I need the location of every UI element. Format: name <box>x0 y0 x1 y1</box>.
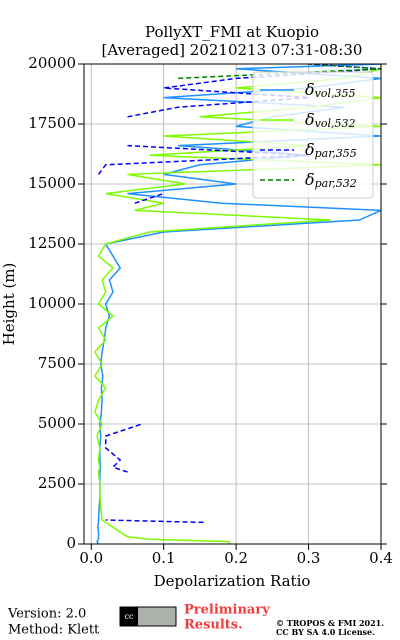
cc-badge: cc <box>119 606 177 627</box>
plot-frame <box>83 63 382 545</box>
method: Method: Klett <box>8 623 100 638</box>
x-tick-label: 0.1 <box>152 549 176 567</box>
legend-label: δpar,532 <box>305 170 357 191</box>
y-tick-label: 12500 <box>28 234 76 252</box>
x-tick-label: 0.0 <box>79 549 103 567</box>
x-axis-label: Depolarization Ratio <box>154 572 311 590</box>
legend-label: δvol,355 <box>305 80 356 101</box>
x-tick-label: 0.2 <box>224 549 248 567</box>
legend-label: δpar,355 <box>305 140 357 161</box>
y-tick-label: 15000 <box>28 174 76 192</box>
y-tick-label: 20000 <box>28 54 76 72</box>
legend-box <box>252 71 374 199</box>
copyright: © TROPOS & FMI 2021. <box>276 618 384 628</box>
preliminary: Preliminary <box>184 603 270 618</box>
license: CC BY SA 4.0 License. <box>276 627 375 637</box>
svg-text:cc: cc <box>125 612 134 621</box>
y-tick-label: 0 <box>66 534 76 552</box>
version: Version: 2.0 <box>7 607 86 622</box>
y-tick-label: 2500 <box>38 474 76 492</box>
y-tick-label: 7500 <box>38 354 76 372</box>
x-tick-label: 0.3 <box>297 549 321 567</box>
profile-line <box>97 64 381 524</box>
y-tick-label: 5000 <box>38 414 76 432</box>
chart-title: PollyXT_FMI at Kuopio <box>145 23 319 41</box>
results: Results. <box>184 618 243 633</box>
y-axis-label: Height (m) <box>0 263 18 346</box>
profile-line <box>178 64 381 80</box>
y-tick-label: 17500 <box>28 114 76 132</box>
x-tick-label: 0.4 <box>369 549 393 567</box>
profile-line <box>93 64 381 544</box>
chart-subtitle: [Averaged] 20210213 07:31-08:30 <box>102 41 363 59</box>
legend-label: δvol,532 <box>305 110 356 131</box>
y-tick-label: 10000 <box>28 294 76 312</box>
legend: δvol,355 δvol,532 δpar,355 δpar,532 <box>252 71 374 199</box>
